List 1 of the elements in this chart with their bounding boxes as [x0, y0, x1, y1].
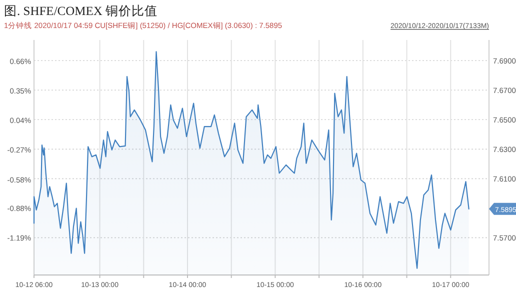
chart-title: 图. SHFE/COMEX 铜价比值 — [4, 4, 158, 18]
